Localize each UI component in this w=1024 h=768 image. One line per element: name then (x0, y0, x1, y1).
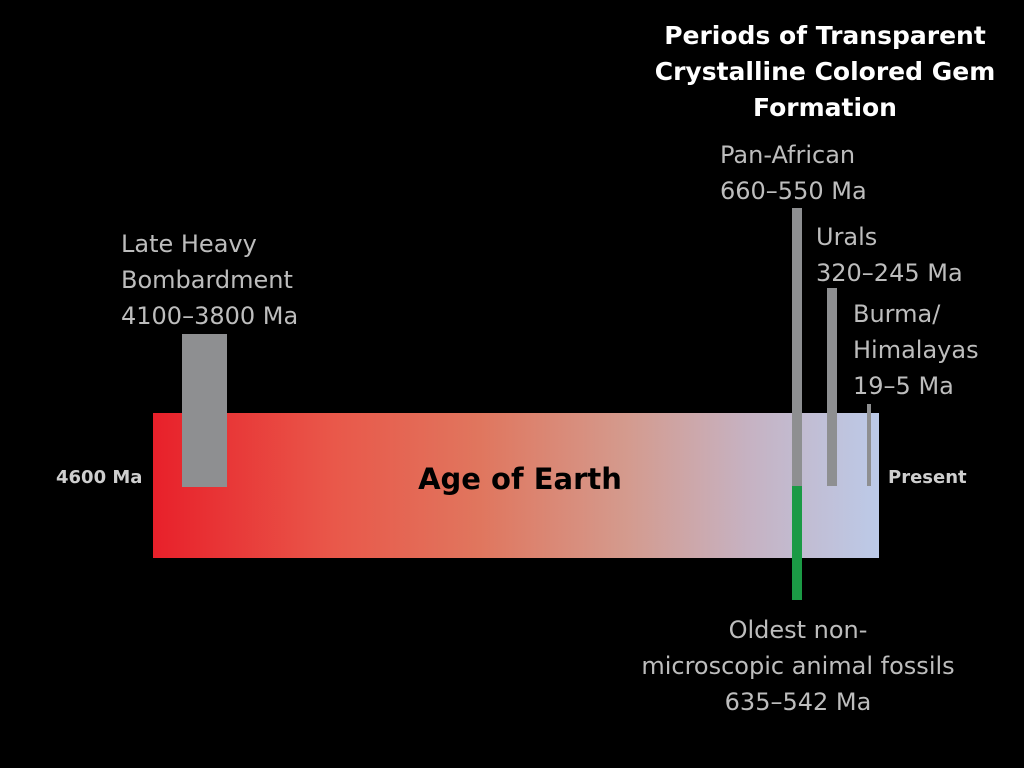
fossils-line-1: Oldest non- (728, 616, 868, 644)
burma-himalayas-range: 19–5 Ma (853, 372, 954, 400)
lhb-range: 4100–3800 Ma (121, 302, 299, 330)
late-heavy-bombardment-label: Late Heavy Bombardment 4100–3800 Ma (121, 226, 298, 334)
age-of-earth-label: Age of Earth (418, 462, 622, 496)
fossils-line-2: microscopic animal fossils (641, 652, 955, 680)
late-heavy-bombardment-bar (182, 334, 227, 487)
lhb-line-1: Late Heavy (121, 230, 257, 258)
title-line-1: Periods of Transparent (664, 21, 986, 50)
title-line-3: Formation (753, 93, 897, 122)
burma-himalayas-line-2: Himalayas (853, 336, 979, 364)
burma-himalayas-label: Burma/ Himalayas 19–5 Ma (853, 296, 979, 404)
pan-african-bar (792, 208, 802, 486)
oldest-fossils-label: Oldest non- microscopic animal fossils 6… (630, 612, 966, 720)
pan-african-line-1: Pan-African (720, 141, 856, 169)
urals-range: 320–245 Ma (816, 259, 963, 287)
timeline-start-label: 4600 Ma (56, 467, 143, 488)
pan-african-label: Pan-African 660–550 Ma (720, 137, 867, 209)
diagram-title: Periods of Transparent Crystalline Color… (640, 18, 1010, 126)
urals-bar (827, 288, 837, 486)
fossils-range: 635–542 Ma (724, 688, 872, 716)
lhb-line-2: Bombardment (121, 266, 293, 294)
burma-himalayas-bar (867, 404, 871, 486)
title-line-2: Crystalline Colored Gem (654, 57, 996, 86)
oldest-fossils-bar (792, 486, 802, 600)
urals-label: Urals 320–245 Ma (816, 219, 963, 291)
age-of-earth-bar (153, 413, 879, 558)
timeline-end-label: Present (888, 467, 967, 488)
pan-african-range: 660–550 Ma (720, 177, 867, 205)
burma-himalayas-line-1: Burma/ (853, 300, 941, 328)
urals-line-1: Urals (816, 223, 878, 251)
